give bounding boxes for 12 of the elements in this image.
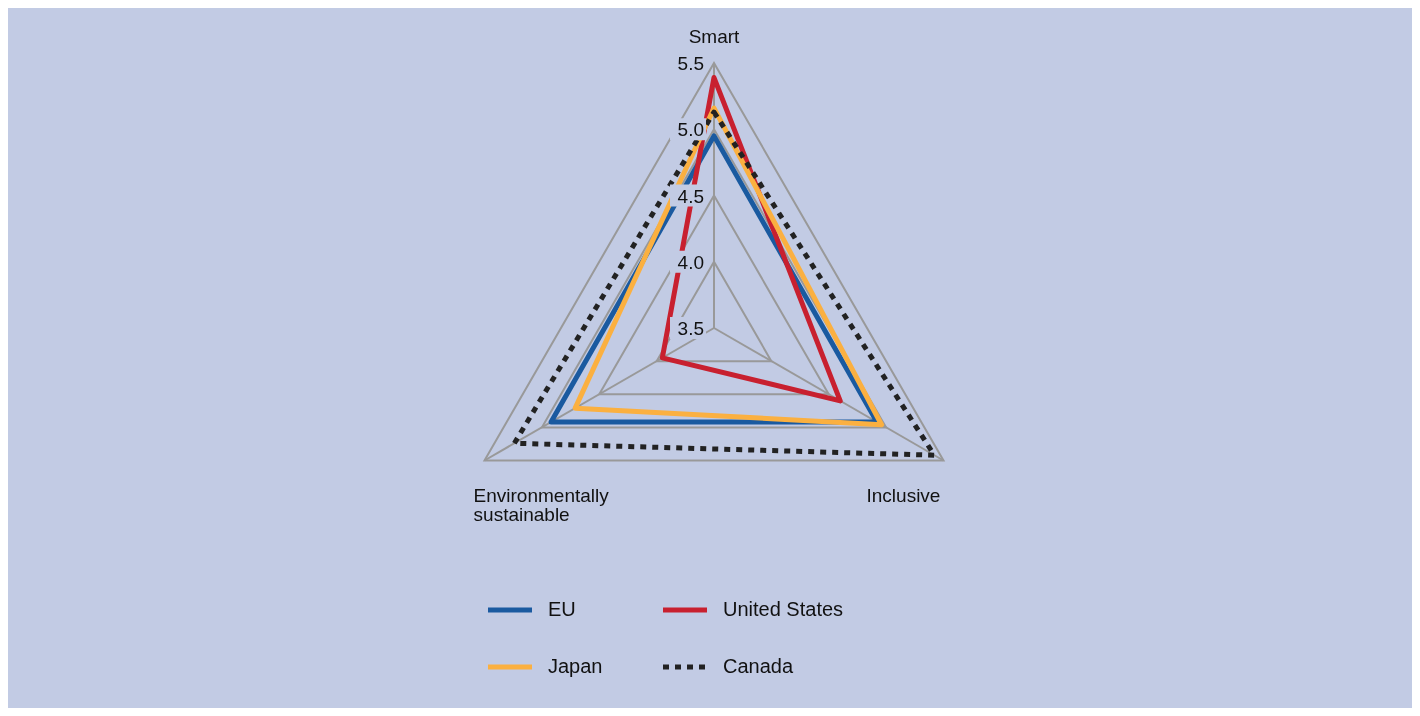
y-tick-label: 3.5 — [677, 318, 704, 339]
legend-label: Japan — [548, 655, 603, 678]
legend-label: Canada — [723, 655, 794, 678]
y-tick-label: 5.0 — [677, 119, 704, 141]
y-tick-label: 5.5 — [677, 53, 704, 74]
spoke-label: Smart — [688, 26, 741, 47]
spoke-label: Environmentally sustainable — [473, 484, 610, 525]
legend-label: United States — [723, 598, 844, 621]
y-tick-label: 4.0 — [677, 251, 704, 273]
spoke-label: Inclusive — [866, 484, 941, 506]
legend-label: EU — [548, 598, 576, 621]
y-tick-label: 4.5 — [677, 185, 704, 207]
